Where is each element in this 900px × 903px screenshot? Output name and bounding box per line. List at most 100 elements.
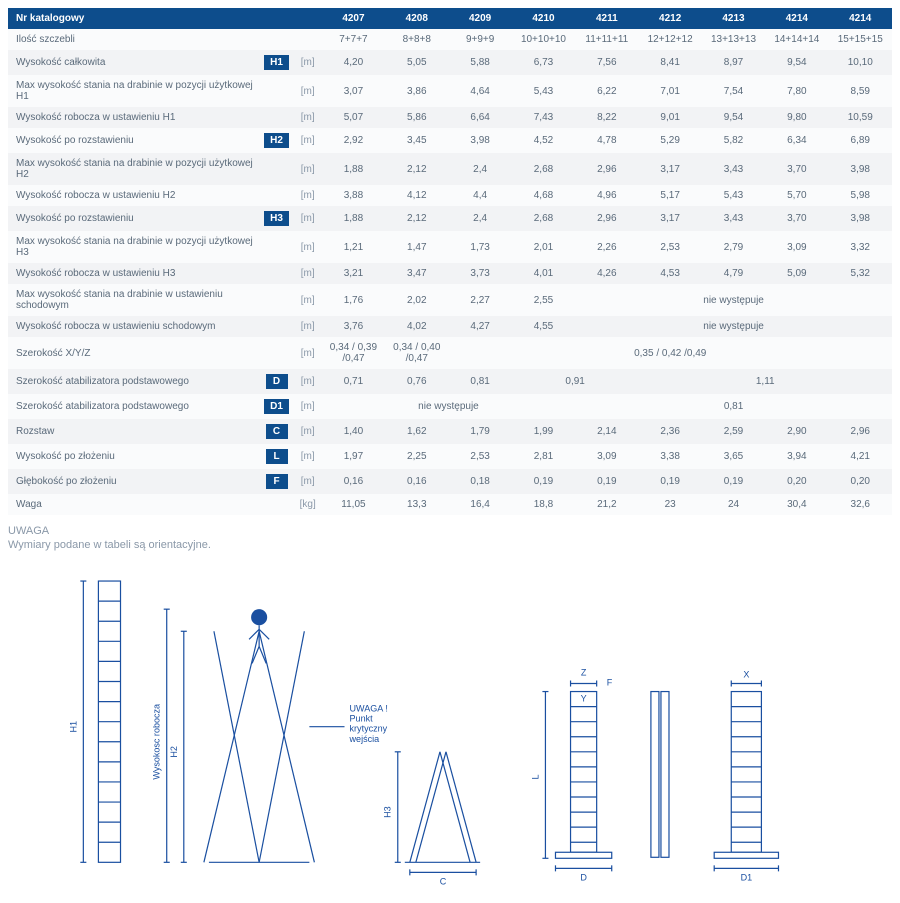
data-cell: 2,53 xyxy=(448,444,511,469)
data-cell: 11+11+11 xyxy=(575,29,638,50)
table-row: Wysokość całkowitaH1[m]4,205,055,886,737… xyxy=(8,50,892,75)
row-label: Wysokość robocza w ustawieniu H1 xyxy=(8,107,259,128)
data-cell: 5,07 xyxy=(322,107,385,128)
data-cell: 3,09 xyxy=(575,444,638,469)
dim-cell xyxy=(259,337,293,369)
dim-cell: H1 xyxy=(259,50,293,75)
data-cell: 6,64 xyxy=(448,107,511,128)
dim-cell: H2 xyxy=(259,128,293,153)
data-cell: 0,19 xyxy=(638,469,701,494)
data-cell: 13,3 xyxy=(385,494,448,515)
data-cell: 3,98 xyxy=(448,128,511,153)
data-cell: 0,16 xyxy=(322,469,385,494)
data-cell: 2,25 xyxy=(385,444,448,469)
data-cell: 0,81 xyxy=(448,369,511,394)
data-cell: 3,76 xyxy=(322,316,385,337)
table-row: Max wysokość stania na drabinie w pozycj… xyxy=(8,75,892,107)
header-col: 4210 xyxy=(512,8,575,29)
data-cell: 3,98 xyxy=(829,153,892,185)
note-text: Wymiary podane w tabeli są orientacyjne. xyxy=(8,539,892,551)
row-label: Wysokość po rozstawieniu xyxy=(8,128,259,153)
label-warn1: UWAGA ! xyxy=(350,704,388,714)
dim-badge: H3 xyxy=(264,211,289,226)
unit-cell: [m] xyxy=(294,206,322,231)
row-label: Wysokość robocza w ustawieniu H3 xyxy=(8,263,259,284)
data-cell: 5,86 xyxy=(385,107,448,128)
data-cell: 2,68 xyxy=(512,153,575,185)
data-cell: 2,27 xyxy=(448,284,511,316)
data-cell: 9,01 xyxy=(638,107,701,128)
data-cell: 0,20 xyxy=(829,469,892,494)
table-row: Szerokość X/Y/Z[m]0,34 / 0,39 /0,470,34 … xyxy=(8,337,892,369)
row-label: Wysokość robocza w ustawieniu H2 xyxy=(8,185,259,206)
data-cell: 8,41 xyxy=(638,50,701,75)
unit-cell: [kg] xyxy=(294,494,322,515)
data-cell: 0,18 xyxy=(448,469,511,494)
dim-badge: F xyxy=(266,474,288,489)
data-cell: 2,68 xyxy=(512,206,575,231)
data-cell: 2,12 xyxy=(385,153,448,185)
unit-cell: [m] xyxy=(294,263,322,284)
data-cell: 4,02 xyxy=(385,316,448,337)
table-row: RozstawC[m]1,401,621,791,992,142,362,592… xyxy=(8,419,892,444)
row-label: Szerokość X/Y/Z xyxy=(8,337,259,369)
table-row: Szerokość atabilizatora podstawowegoD1[m… xyxy=(8,394,892,419)
data-cell: 0,91 xyxy=(512,369,639,394)
data-cell: 1,99 xyxy=(512,419,575,444)
data-cell: 8,22 xyxy=(575,107,638,128)
data-cell: 1,47 xyxy=(385,231,448,263)
data-cell: 1,62 xyxy=(385,419,448,444)
data-cell: 5,32 xyxy=(829,263,892,284)
data-cell: 2,36 xyxy=(638,419,701,444)
label-warn3: krytyczny xyxy=(350,724,388,734)
data-cell: 30,4 xyxy=(765,494,828,515)
data-cell: 3,17 xyxy=(638,206,701,231)
data-cell: 1,76 xyxy=(322,284,385,316)
data-cell: 2,96 xyxy=(575,206,638,231)
data-cell: 9,54 xyxy=(765,50,828,75)
label-l: L xyxy=(530,774,540,779)
table-row: Głębokość po złożeniuF[m]0,160,160,180,1… xyxy=(8,469,892,494)
data-cell: 6,73 xyxy=(512,50,575,75)
data-cell: 3,86 xyxy=(385,75,448,107)
unit-cell: [m] xyxy=(294,419,322,444)
data-cell: 21,2 xyxy=(575,494,638,515)
label-h3: H3 xyxy=(383,806,393,818)
dim-cell xyxy=(259,185,293,206)
data-cell: 2,96 xyxy=(575,153,638,185)
spec-table: Nr katalogowy420742084209421042114212421… xyxy=(8,8,892,515)
unit-cell: [m] xyxy=(294,231,322,263)
header-col: 4207 xyxy=(322,8,385,29)
data-cell: 6,34 xyxy=(765,128,828,153)
diagram-d1: D1 X xyxy=(714,669,778,882)
unit-cell: [m] xyxy=(294,107,322,128)
data-cell: 1,97 xyxy=(322,444,385,469)
label-c: C xyxy=(440,876,447,886)
dim-cell: D1 xyxy=(259,394,293,419)
data-cell: 4,12 xyxy=(385,185,448,206)
table-header: Nr katalogowy420742084209421042114212421… xyxy=(8,8,892,29)
unit-cell: [m] xyxy=(294,185,322,206)
dim-cell xyxy=(259,153,293,185)
data-cell: 12+12+12 xyxy=(638,29,701,50)
data-cell: 3,45 xyxy=(385,128,448,153)
data-cell: 2,4 xyxy=(448,206,511,231)
dim-badge: H2 xyxy=(264,133,289,148)
unit-cell: [m] xyxy=(294,444,322,469)
data-cell: 2,12 xyxy=(385,206,448,231)
data-cell: 3,98 xyxy=(829,206,892,231)
data-cell: 2,59 xyxy=(702,419,765,444)
data-cell: 8,97 xyxy=(702,50,765,75)
data-cell: 5,70 xyxy=(765,185,828,206)
row-label: Max wysokość stania na drabinie w ustawi… xyxy=(8,284,259,316)
data-cell: 3,70 xyxy=(765,206,828,231)
dim-cell xyxy=(259,107,293,128)
row-label: Wysokość robocza w ustawieniu schodowym xyxy=(8,316,259,337)
dim-cell: D xyxy=(259,369,293,394)
data-cell: 7,43 xyxy=(512,107,575,128)
data-cell: 2,55 xyxy=(512,284,575,316)
dim-cell: C xyxy=(259,419,293,444)
data-cell: 2,26 xyxy=(575,231,638,263)
data-cell: 0,34 / 0,40 /0,47 xyxy=(385,337,448,369)
header-col: 4208 xyxy=(385,8,448,29)
